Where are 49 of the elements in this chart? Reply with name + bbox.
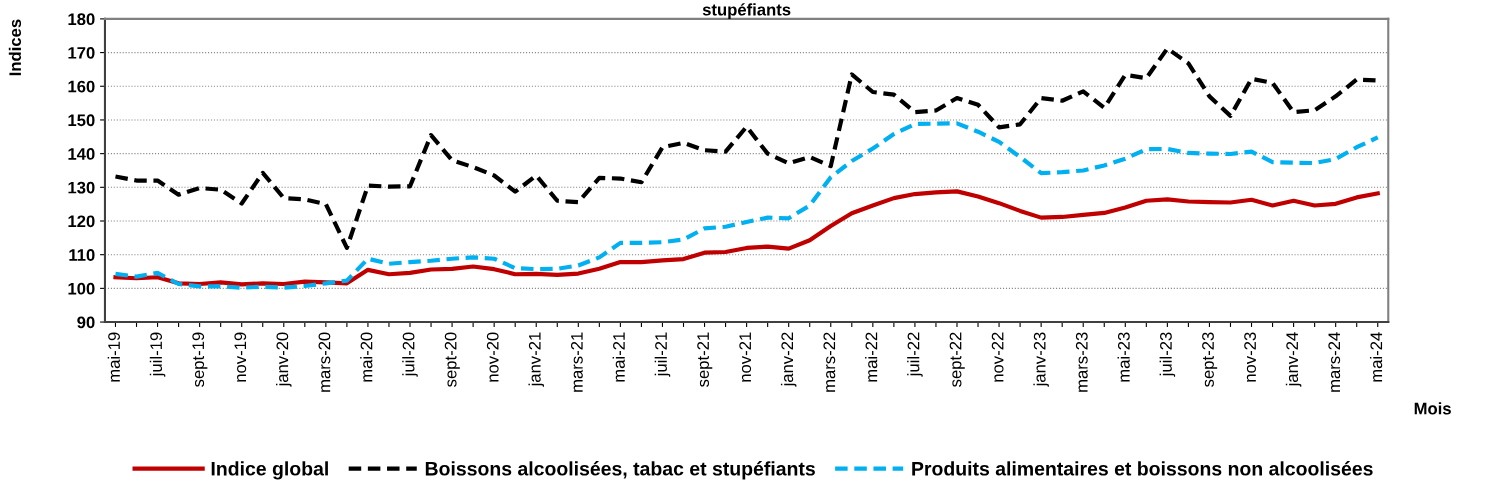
x-tick-label: janv-20 <box>276 332 292 387</box>
x-tick-label: mars-21 <box>570 332 583 392</box>
x-tick-label: nov-22 <box>991 332 1004 382</box>
x-tick-label: sept-22 <box>949 332 965 387</box>
x-tick-label: janv-21 <box>528 332 544 387</box>
x-tick-label: juil-23 <box>1159 332 1176 377</box>
line-series <box>113 189 1380 287</box>
x-tick-label: nov-19 <box>234 332 247 382</box>
legend-label: Indice global <box>211 461 328 480</box>
x-tick-label: sept-23 <box>1202 332 1218 387</box>
x-tick-label: mai-22 <box>865 332 878 382</box>
y-axis-title: Indices <box>8 19 22 76</box>
x-tick-label: nov-23 <box>1244 332 1256 382</box>
x-tick-label: nov-21 <box>739 332 752 382</box>
y-tick-label: 110 <box>69 249 95 261</box>
x-tick-label: mai-20 <box>360 332 373 382</box>
y-tick-label: 170 <box>68 46 95 59</box>
x-tick-label: mai-23 <box>1117 332 1130 382</box>
x-tick-label: mars-23 <box>1075 332 1088 392</box>
y-tick-label: 130 <box>68 181 95 194</box>
y-tick-label: 120 <box>68 215 95 228</box>
x-tick-label: sept-19 <box>192 332 208 387</box>
line-series <box>113 121 1380 290</box>
x-tick-label: sept-21 <box>697 332 713 387</box>
legend-label: Produits alimentaires et boissons non alcoolisées <box>912 461 1373 476</box>
x-tick-label: mars-24 <box>1328 332 1341 392</box>
x-tick-label: sept-20 <box>444 332 460 387</box>
x-tick-label: mai-21 <box>612 332 625 382</box>
x-tick-label: nov-20 <box>486 332 499 382</box>
x-tick-label: mars-22 <box>823 332 836 392</box>
x-tick-label: juil-22 <box>907 332 923 377</box>
x-tick-label: janv-24 <box>1285 332 1302 387</box>
x-axis-title: Mois <box>1414 402 1451 415</box>
chart-title: stupéfiants <box>702 3 791 19</box>
legend-label: Boissons alcoolisées, tabac et stupéfiants <box>425 461 815 480</box>
x-tick-label: mai-24 <box>1369 332 1383 382</box>
y-tick-label: 160 <box>68 80 95 93</box>
x-tick-label: janv-22 <box>780 332 797 387</box>
y-tick-label: 150 <box>68 114 95 127</box>
x-tick-label: mai-19 <box>107 332 120 382</box>
x-tick-label: juil-21 <box>654 332 671 377</box>
x-tick-label: juil-19 <box>149 332 166 377</box>
y-tick-label: 180 <box>68 13 95 26</box>
y-tick-label: 90 <box>77 316 95 329</box>
x-tick-label: juil-20 <box>402 332 418 377</box>
x-tick-label: mars-20 <box>318 332 331 392</box>
y-tick-label: 100 <box>68 282 95 295</box>
x-tick-label: janv-23 <box>1033 332 1049 387</box>
y-tick-label: 140 <box>68 148 95 160</box>
